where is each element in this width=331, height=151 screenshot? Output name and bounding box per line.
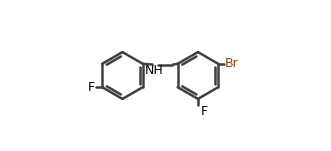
Text: F: F (87, 81, 95, 94)
Text: F: F (201, 105, 208, 118)
Text: Br: Br (225, 57, 239, 70)
Text: NH: NH (145, 64, 164, 77)
